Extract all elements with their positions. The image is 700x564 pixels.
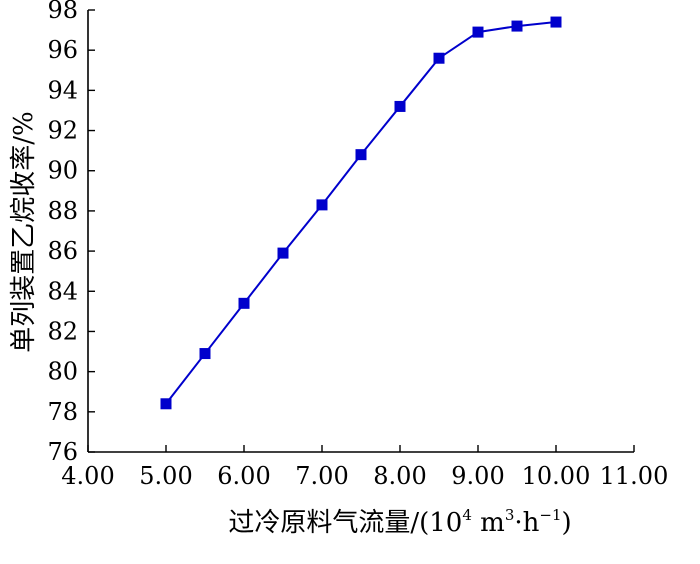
x-tick-label: 11.00 (600, 462, 669, 490)
y-tick-label: 76 (47, 438, 78, 466)
data-point-marker (316, 199, 328, 211)
y-tick-label: 82 (47, 317, 78, 345)
tick-labels: 76 78 80 82 84 86 88 90 92 94 96 98 4.00 5.00 6.00 7.00… (47, 0, 668, 490)
data-point-marker (472, 26, 484, 38)
y-tick-label: 98 (47, 0, 78, 24)
y-tick-label: 84 (47, 277, 78, 305)
y-tick-label: 96 (47, 36, 78, 64)
x-tick-label: 6.00 (217, 462, 270, 490)
data-point-marker (394, 100, 406, 112)
x-tick-label: 8.00 (373, 462, 426, 490)
data-point-marker (511, 20, 523, 32)
x-tick-label: 7.00 (295, 462, 348, 490)
x-axis-title: 过冷原料气流量/(104 m3·h−1) (228, 506, 571, 538)
series-line (165, 21, 557, 405)
y-tick-label: 86 (47, 237, 78, 265)
x-tick-label: 10.00 (522, 462, 591, 490)
y-axis-title: 单列装置乙烷收率/% (9, 111, 39, 352)
x-tick-label: 9.00 (451, 462, 504, 490)
axes (87, 10, 634, 453)
data-point-marker (277, 247, 289, 259)
data-point-marker (550, 16, 562, 28)
y-tick-label: 78 (47, 398, 78, 426)
x-tick-label: 5.00 (139, 462, 192, 490)
y-tick-label: 88 (47, 197, 78, 225)
data-point-marker (355, 149, 367, 161)
data-point-marker (238, 297, 250, 309)
data-series (160, 16, 562, 410)
y-tick-label: 90 (47, 157, 78, 185)
data-point-marker (160, 398, 172, 410)
data-point-marker (433, 52, 445, 64)
tick-marks (87, 9, 635, 453)
x-tick-label: 4.00 (61, 462, 114, 490)
data-point-marker (199, 348, 211, 360)
y-tick-label: 94 (47, 76, 78, 104)
y-tick-label: 92 (47, 117, 78, 145)
y-tick-label: 80 (47, 358, 78, 386)
